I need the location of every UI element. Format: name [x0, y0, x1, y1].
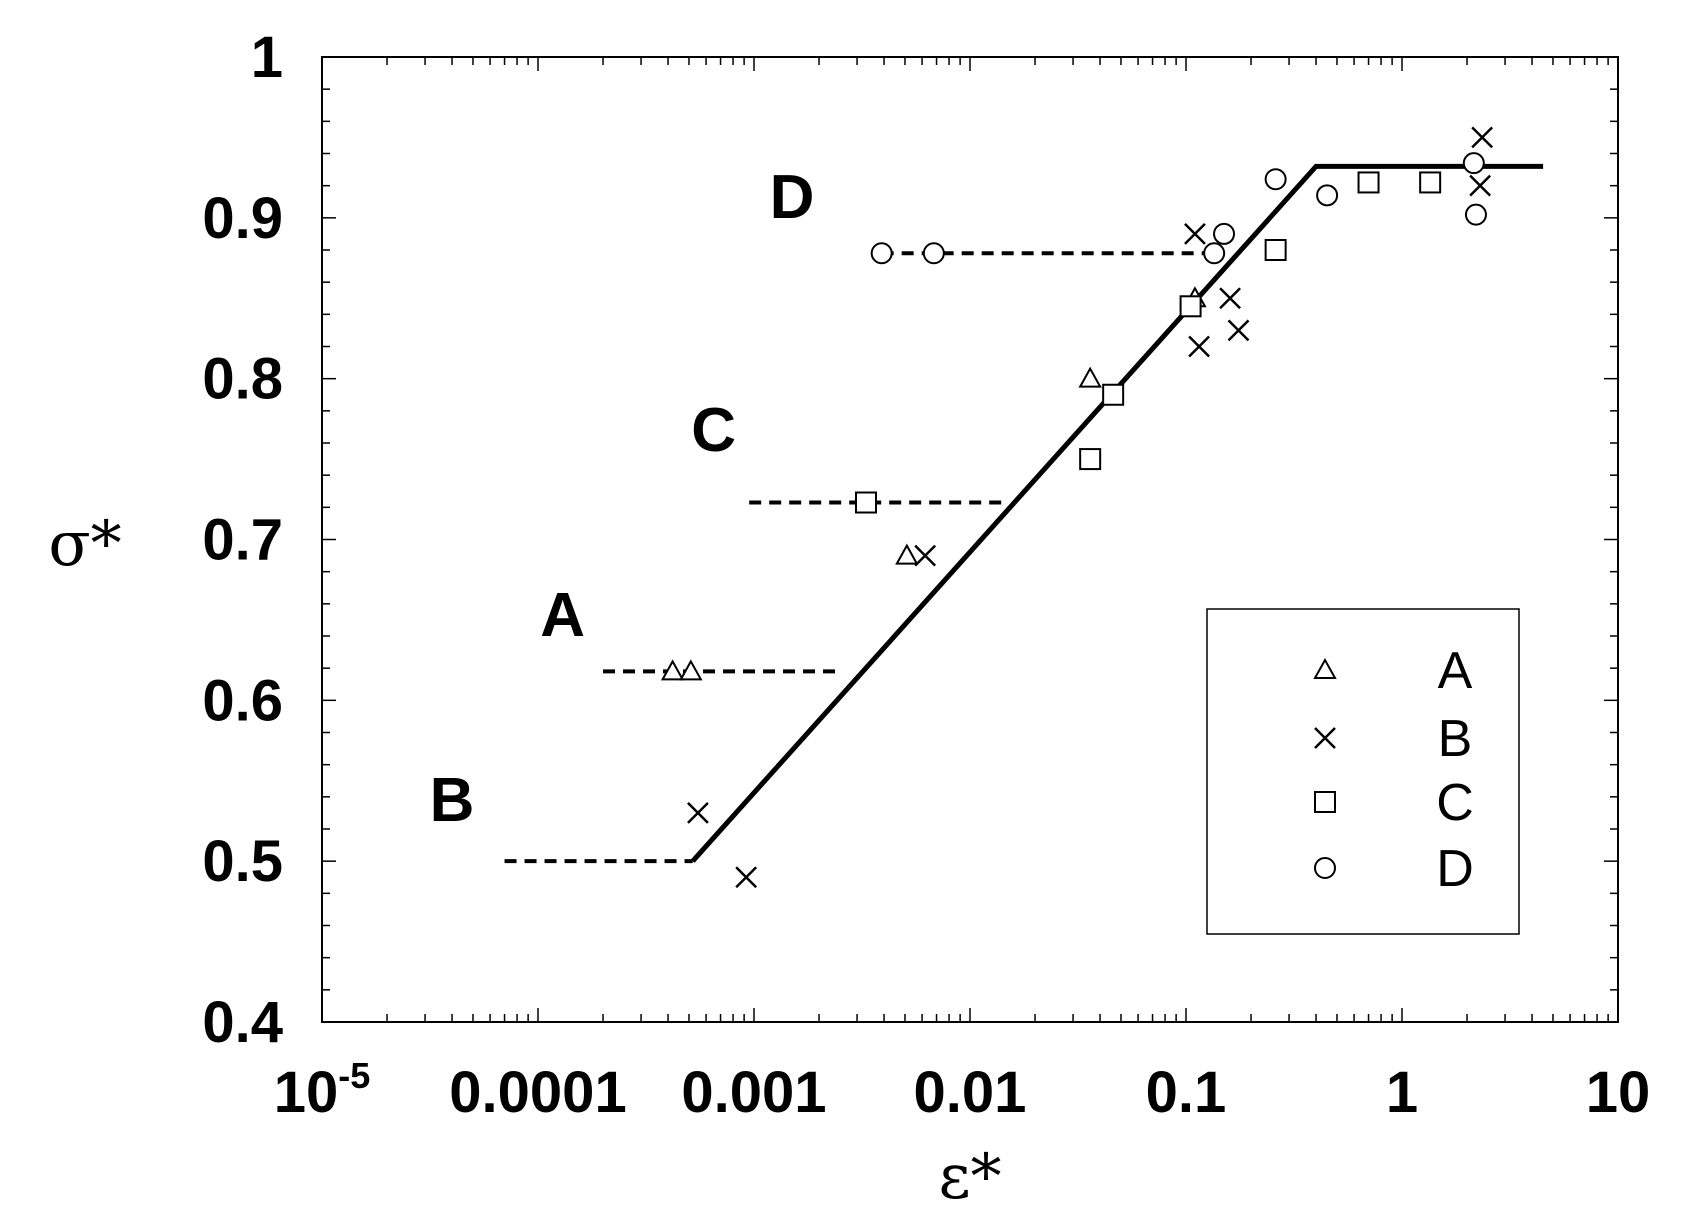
legend-label-c: C — [1436, 774, 1474, 832]
point-c — [854, 491, 877, 514]
x-tick-label: 1 — [1386, 1060, 1418, 1125]
group-label-b: B — [430, 766, 475, 835]
group-labels: D C A B — [430, 163, 815, 835]
point-d — [1213, 222, 1236, 245]
y-tick-label: 0.9 — [202, 186, 283, 251]
x-tick-label: 10-5 — [274, 1055, 371, 1125]
point-b — [687, 802, 709, 824]
point-b — [914, 544, 937, 567]
point-c — [1419, 171, 1442, 194]
y-axis-title: σ* — [48, 507, 121, 580]
point-d — [870, 242, 893, 265]
point-c — [1264, 239, 1287, 261]
x-tick-label: 0.01 — [914, 1060, 1027, 1125]
point-b — [1188, 335, 1210, 358]
point-a — [1078, 366, 1102, 388]
x-tick-label: 0.0001 — [449, 1060, 626, 1125]
legend-marker-c — [1314, 791, 1336, 813]
y-tick-label: 0.6 — [202, 668, 283, 733]
legend-box — [1206, 608, 1520, 935]
minor-ticks — [322, 56, 1618, 1023]
y-tick-label: 1 — [251, 25, 283, 90]
point-d — [1316, 184, 1339, 207]
legend-marker-a — [1313, 657, 1337, 679]
point-c — [1179, 295, 1202, 318]
point-c — [1357, 171, 1380, 194]
point-a — [660, 659, 685, 681]
point-c — [1079, 448, 1102, 471]
reference-lines — [504, 251, 1215, 864]
group-label-d: D — [770, 163, 815, 232]
legend-label-d: D — [1436, 840, 1474, 898]
point-b — [1184, 223, 1206, 245]
point-b — [1227, 319, 1250, 342]
y-tick-label: 0.7 — [202, 508, 283, 573]
point-a — [895, 543, 919, 565]
point-d — [922, 242, 945, 265]
x-tick-label: 0.001 — [681, 1060, 826, 1125]
point-d — [1264, 168, 1287, 191]
y-tick-label: 0.4 — [202, 990, 283, 1055]
point-b — [1219, 287, 1241, 310]
point-a — [679, 659, 703, 681]
legend-marker-b — [1314, 727, 1336, 749]
point-d — [1464, 203, 1487, 226]
group-label-c: C — [691, 396, 736, 465]
point-b — [1471, 126, 1494, 149]
x-tick-label: 0.1 — [1146, 1060, 1227, 1125]
legend-label-a: A — [1438, 642, 1473, 700]
legend-marker-d — [1314, 857, 1336, 879]
data-points — [660, 126, 1494, 889]
point-b — [735, 866, 758, 889]
x-tick-label: 10 — [1586, 1060, 1651, 1125]
point-d — [1462, 152, 1485, 175]
y-tick-label: 0.5 — [202, 829, 283, 894]
point-b — [1469, 174, 1492, 197]
legend-label-b: B — [1438, 710, 1473, 768]
point-c — [1102, 383, 1125, 406]
x-tick-labels: 10-5 0.0001 0.001 0.01 0.1 1 10 — [274, 1055, 1651, 1125]
point-d — [1203, 242, 1226, 265]
group-label-a: A — [540, 581, 585, 650]
x-axis-title: ε* — [938, 1140, 1001, 1213]
y-tick-labels: 0.4 0.5 0.6 0.7 0.8 0.9 1 — [202, 25, 283, 1055]
y-tick-label: 0.8 — [202, 347, 283, 412]
